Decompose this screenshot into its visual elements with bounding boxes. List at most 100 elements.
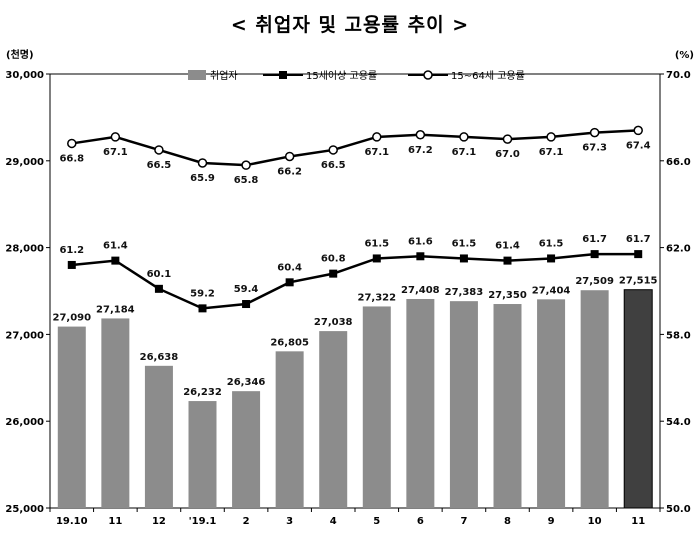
point-label: 65.8 [234,175,259,186]
point-label: 66.8 [59,153,84,164]
bar [188,401,217,508]
x-tick-label: 11 [108,516,122,527]
left-tick-label: 25,000 [5,504,44,515]
point-label: 67.1 [539,147,564,158]
bar [493,304,522,508]
point-label: 61.4 [495,241,520,252]
square-marker [459,254,468,263]
x-tick-label: 11 [631,516,645,527]
left-tick-label: 26,000 [5,417,44,428]
x-tick-label: 12 [152,516,166,527]
left-axis-unit: (천명) [6,48,34,61]
bar [449,301,478,508]
square-marker [154,284,163,293]
right-axis-unit: (%) [675,50,694,61]
bar-label: 27,515 [619,276,658,287]
left-tick-label: 29,000 [5,157,44,168]
bar-label: 27,408 [401,285,440,296]
bar [537,299,566,508]
x-tick-label: 9 [548,516,555,527]
point-label: 61.5 [364,238,389,249]
circle-marker [415,130,426,140]
right-tick-label: 62.0 [666,244,691,255]
point-label: 67.1 [452,147,477,158]
x-tick-label: 19.10 [56,516,88,527]
square-marker [590,250,599,259]
point-label: 61.7 [626,234,651,245]
point-label: 60.8 [321,254,346,265]
square-marker [285,278,294,287]
bar-label: 27,090 [52,313,91,324]
square-marker [372,254,381,263]
legend-circle-marker [423,70,433,80]
bar-label: 27,404 [532,285,571,296]
point-label: 59.2 [190,288,215,299]
circle-marker [459,132,469,142]
circle-marker [546,132,556,142]
point-label: 66.2 [277,166,302,177]
left-tick-label: 27,000 [5,330,44,341]
bar-label: 27,509 [575,276,614,287]
circle-marker [589,127,600,138]
x-tick-label: 6 [417,516,424,527]
point-label: 66.5 [321,160,346,171]
bar-label: 26,232 [183,387,222,398]
bar [101,318,130,508]
square-marker [634,250,643,259]
circle-marker [502,134,513,144]
circle-marker [197,158,208,168]
right-tick-label: 58.0 [666,330,691,341]
right-tick-label: 66.0 [666,157,691,168]
x-tick-label: 7 [460,516,467,527]
bar [57,326,86,508]
bar [362,306,391,508]
point-label: 61.4 [103,241,128,252]
point-label: 67.1 [364,147,389,158]
point-label: 61.2 [59,245,84,256]
bar [232,391,261,508]
circle-marker [328,145,338,155]
x-tick-label: '19.1 [189,516,217,527]
series-line [71,252,639,310]
point-label: 67.0 [495,149,520,160]
x-tick-label: 8 [504,516,511,527]
point-label: 60.4 [277,262,302,273]
square-marker [503,256,512,265]
bar [144,365,173,508]
right-tick-label: 50.0 [666,504,691,515]
left-tick-label: 28,000 [5,244,44,255]
point-label: 67.3 [582,143,607,154]
bar-label: 26,805 [270,337,309,348]
square-marker [242,300,251,309]
bar [406,298,435,508]
square-marker [416,252,425,261]
x-tick-label: 10 [588,516,602,527]
bar [275,351,304,508]
right-tick-label: 70.0 [666,70,691,81]
bar [319,331,348,508]
point-label: 61.6 [408,236,433,247]
square-marker [547,254,556,263]
square-marker [198,304,207,313]
bar-label: 27,038 [314,317,353,328]
point-label: 61.5 [452,238,477,249]
x-tick-label: 3 [286,516,293,527]
legend-square-marker [279,71,287,79]
right-tick-label: 54.0 [666,417,691,428]
bar [623,289,653,509]
circle-marker [284,151,295,162]
circle-marker [633,125,643,136]
bar [580,290,609,508]
series-line [71,129,639,167]
circle-marker [67,138,77,149]
square-marker [111,256,120,265]
point-label: 67.1 [103,147,128,158]
point-label: 61.5 [539,238,564,249]
bar-label: 26,638 [140,352,179,363]
bar-label: 26,346 [227,377,266,388]
point-label: 67.4 [626,140,651,151]
legend-label: 취업자 [210,69,238,82]
square-marker [67,260,76,269]
point-label: 60.1 [147,269,172,280]
bar-label: 27,322 [357,292,396,303]
